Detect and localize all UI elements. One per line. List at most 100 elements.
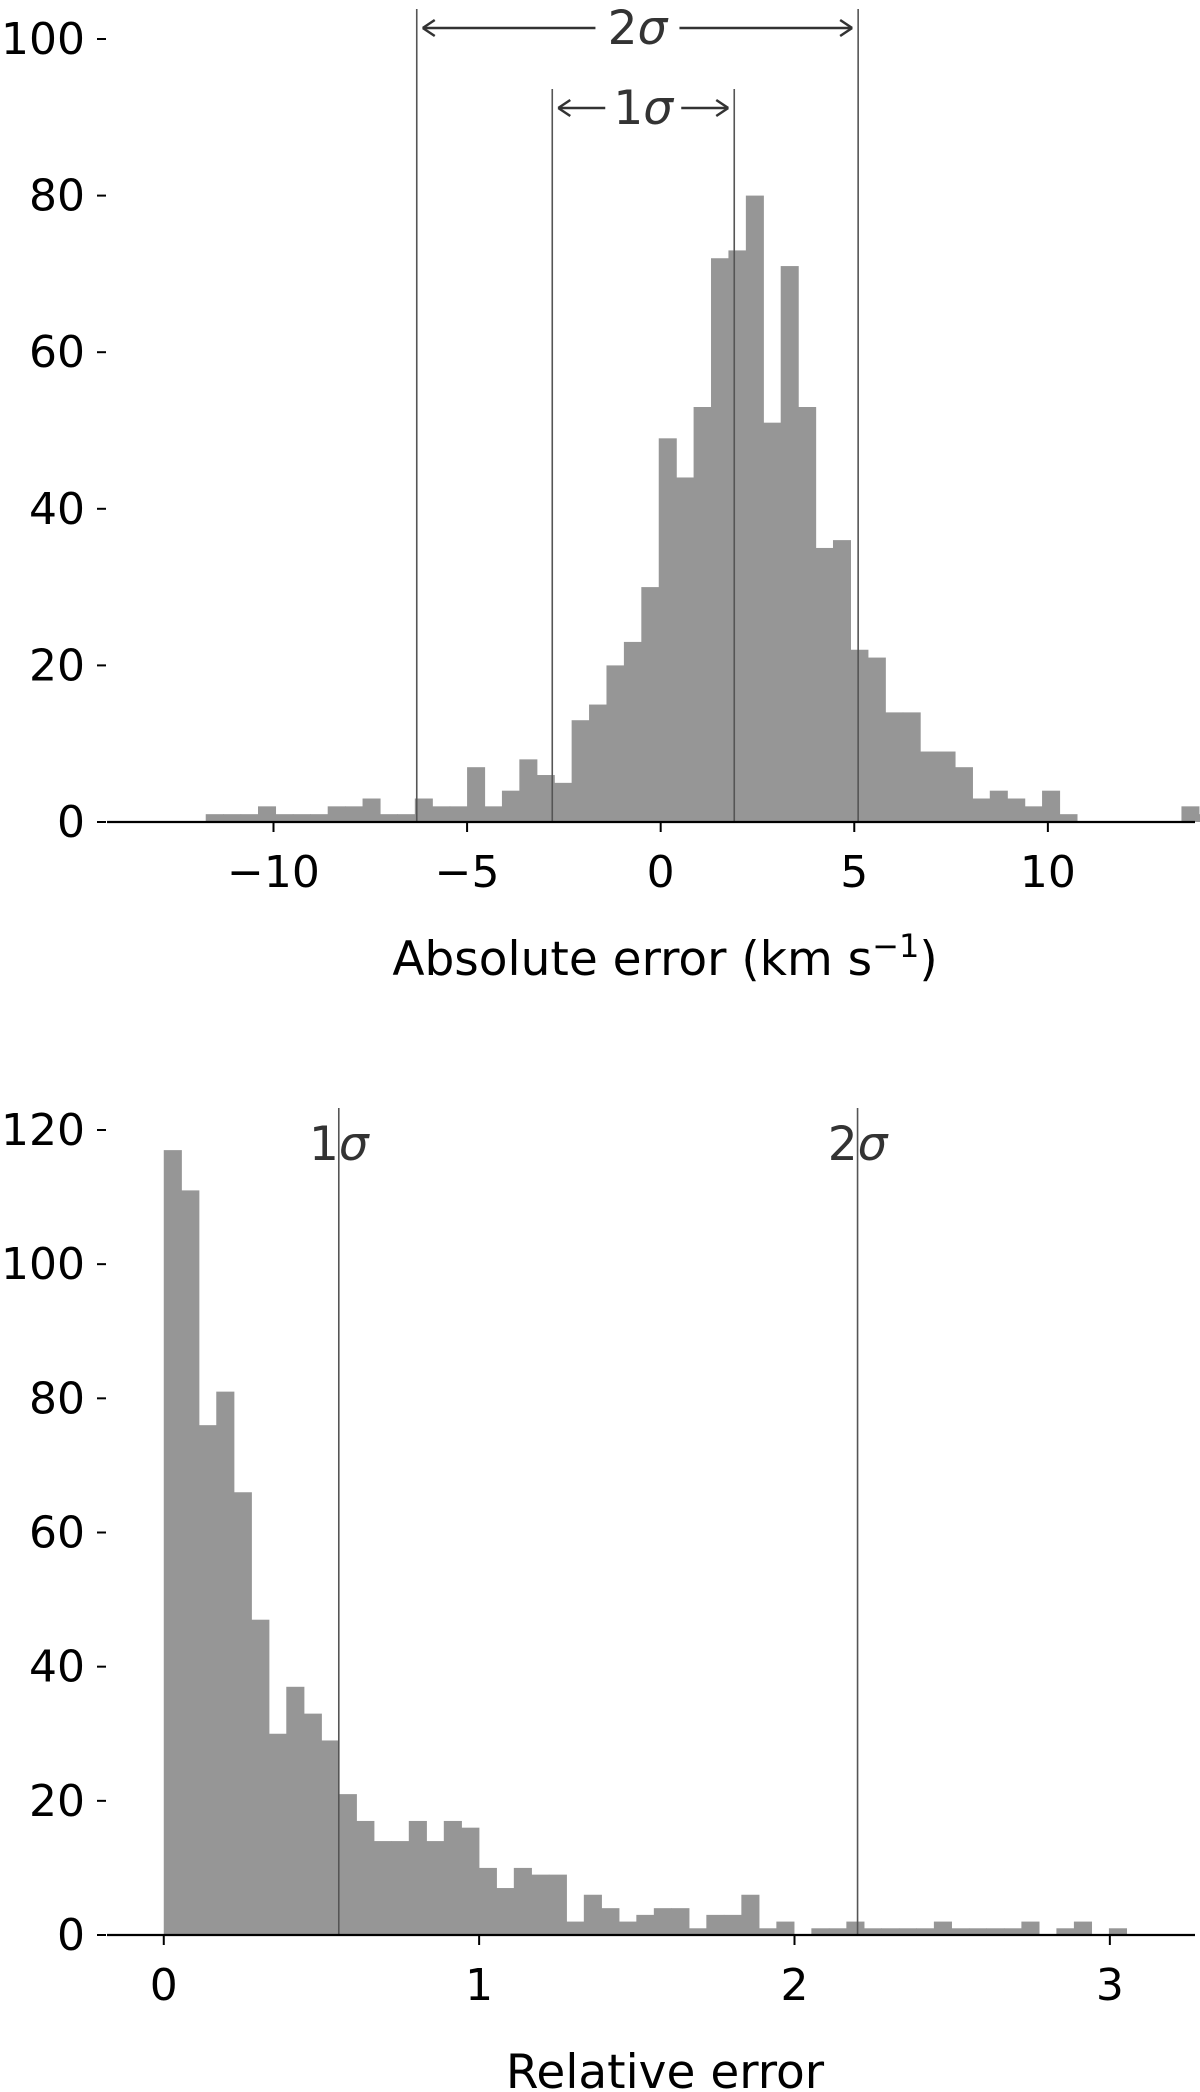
y-tick-label: 20	[29, 1776, 85, 1827]
y-tick-label: 0	[57, 797, 85, 848]
histogram-bar	[658, 438, 677, 822]
histogram-bar	[745, 195, 764, 823]
sigma-number: 1	[309, 1117, 339, 1172]
histogram-bar	[693, 407, 712, 822]
y-tick-label: 40	[29, 1642, 85, 1693]
histogram-bar	[863, 1928, 882, 1935]
histogram-bar	[601, 1908, 620, 1935]
histogram-bar	[1021, 1921, 1040, 1935]
absolute-error-histogram: 0 20 40 60 80 100 −10 −5 0 5 10 Absolute error (km …	[1, 1, 1200, 987]
sigma-annotation-label: 1σ	[613, 81, 674, 136]
histogram-bar	[828, 1928, 847, 1935]
histogram-bar	[933, 1921, 952, 1935]
histogram-bar	[356, 1820, 375, 1935]
histogram-bar	[484, 806, 503, 822]
y-tick-label: 100	[1, 1239, 85, 1290]
histogram-bar	[758, 1928, 777, 1935]
histogram-bar	[867, 657, 886, 822]
y-axis: 0 20 40 60 80 100 120	[1, 1105, 106, 1961]
x-tick-label: 10	[1020, 847, 1076, 898]
sigma-symbol: σ	[638, 1, 669, 56]
histogram-bar	[338, 1794, 357, 1935]
histogram-bar	[846, 1921, 865, 1935]
histogram-bar	[671, 1908, 690, 1935]
histogram-bar	[233, 1492, 252, 1935]
x-axis: 0 1 2 3	[107, 1933, 1195, 2011]
histogram-bar	[636, 1914, 655, 1935]
histogram-bar	[1073, 1921, 1093, 1935]
histogram-bar	[379, 814, 398, 822]
sigma-annotations: 1 σ 2σ	[309, 1117, 889, 1172]
histogram-bar	[251, 1619, 270, 1935]
bars	[163, 1150, 1128, 1935]
histogram-bar	[345, 806, 364, 822]
histogram-bar	[920, 751, 939, 822]
y-tick-label: 40	[29, 484, 85, 535]
histogram-bar	[763, 422, 782, 822]
histogram-bar	[688, 1928, 707, 1935]
histogram-bar	[397, 814, 416, 822]
histogram-bar	[286, 1686, 305, 1935]
y-tick-label: 60	[29, 1508, 85, 1559]
x-axis-label-close: )	[919, 932, 937, 987]
histogram-bar	[711, 258, 730, 822]
x-tick-label: −10	[227, 847, 320, 898]
histogram-bar	[449, 806, 468, 822]
histogram-bar	[623, 641, 642, 822]
y-axis: 0 20 40 60 80 100	[1, 14, 106, 848]
histogram-bar	[181, 1190, 200, 1935]
x-tick-label: −5	[435, 847, 500, 898]
histogram-bar	[414, 798, 433, 822]
sigma-symbol: σ	[643, 81, 674, 136]
histogram-bar	[198, 1425, 217, 1935]
histogram-bar	[1003, 1928, 1022, 1935]
histogram-bar	[303, 1713, 322, 1935]
sigma-number: 2	[828, 1117, 858, 1172]
histogram-bar	[443, 1820, 462, 1935]
histogram-bar	[496, 1888, 515, 1935]
histogram-bar	[478, 1867, 497, 1935]
histogram-bar	[501, 790, 520, 822]
y-tick-label: 60	[29, 327, 85, 378]
sigma-number: 2	[608, 1, 638, 56]
sigma-span-arrow: 1σ	[557, 81, 729, 136]
histogram-bar	[653, 1908, 672, 1935]
histogram-bar	[1024, 806, 1043, 822]
histogram-bar	[268, 1733, 287, 1935]
y-tick-label: 120	[1, 1105, 85, 1156]
histogram-bar	[850, 649, 869, 822]
histogram-bar	[986, 1928, 1005, 1935]
histogram-bar	[571, 720, 590, 822]
histogram-bar	[881, 1928, 900, 1935]
histogram-bar	[954, 767, 973, 822]
y-tick-label: 20	[29, 640, 85, 691]
histogram-bar	[432, 806, 451, 822]
arrow-left-head	[422, 18, 436, 38]
sigma-symbol: σ	[858, 1117, 889, 1172]
histogram-bar	[275, 814, 294, 822]
histogram-bar	[968, 1928, 987, 1935]
histogram-bar	[780, 266, 799, 822]
histogram-bar	[536, 775, 555, 822]
histogram-bar	[972, 798, 991, 822]
sigma-line-label: 2σ	[828, 1117, 889, 1172]
histogram-bar	[566, 1921, 585, 1935]
histogram-bar	[741, 1894, 760, 1935]
x-tick-label: 3	[1096, 1960, 1124, 2011]
histogram-bar	[811, 1928, 830, 1935]
histogram-bar	[1198, 814, 1200, 822]
bars	[205, 195, 1200, 823]
sigma-annotation-label: 2σ	[608, 1, 669, 56]
histogram-bar	[216, 1391, 235, 1935]
histogram-bar	[885, 712, 904, 822]
arrow-right-head	[715, 98, 729, 118]
histogram-bar	[618, 1921, 637, 1935]
histogram-bar	[292, 814, 311, 822]
y-tick-label: 0	[57, 1910, 85, 1961]
histogram-bar	[513, 1867, 532, 1935]
histogram-bar	[240, 814, 259, 822]
arrow-right-head	[839, 18, 853, 38]
